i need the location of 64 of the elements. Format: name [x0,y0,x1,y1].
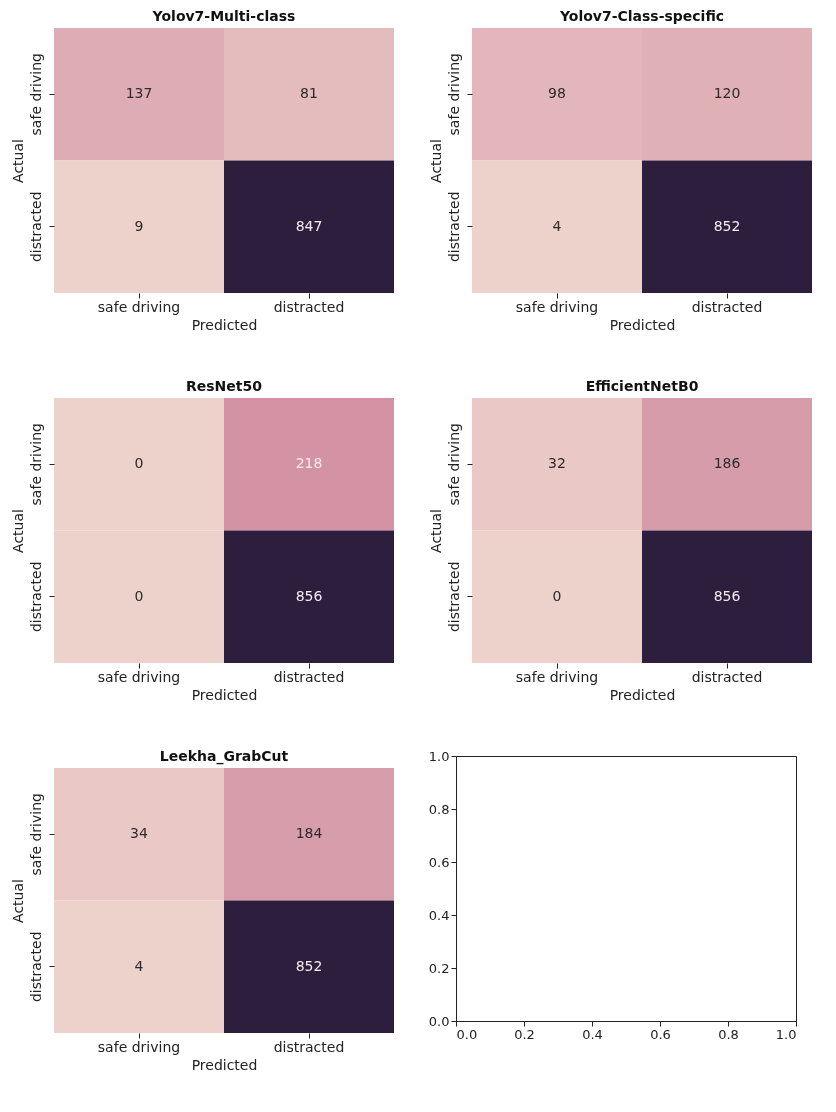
y-tick-label: 0.6 [428,854,450,870]
data-label: 852 [295,957,323,974]
y-tick-label: distracted [27,561,44,633]
chart-title: Yolov7-Class-specific [558,8,725,24]
y-tick-label: 0.8 [428,801,450,817]
data-label: 184 [295,825,323,842]
y-tick-label: distracted [445,191,462,263]
data-label: 9 [134,217,144,234]
x-tick-label: distracted [691,298,763,315]
data-label: 0 [552,587,562,604]
y-tick-label: safe driving [27,423,44,506]
y-tick-label: 0.4 [428,907,450,923]
x-tick-label: safe driving [97,668,181,685]
chart-title: Yolov7-Multi-class [151,8,296,24]
x-tick-label: safe driving [515,298,599,315]
data-label: 4 [552,217,562,234]
data-label: 4 [134,957,144,974]
chart-title: Leekha_GrabCut [159,748,289,765]
y-tick-label: distracted [27,191,44,263]
data-label: 856 [295,587,323,604]
y-tick-label: 0.2 [428,960,450,976]
y-tick-label: safe driving [27,793,44,876]
y-tick-label: 1.0 [428,748,450,764]
x-axis-title: Predicted [609,316,676,333]
x-tick-label: 1.0 [775,1026,797,1042]
x-tick-label: 0.6 [650,1026,671,1042]
y-tick-label: safe driving [445,423,462,506]
y-tick-label: safe driving [445,53,462,136]
x-axis-title: Predicted [609,686,676,703]
y-tick-label: 0.0 [428,1013,450,1029]
data-label: 98 [548,85,566,102]
data-label: 0 [134,587,144,604]
x-tick-label: distracted [273,668,345,685]
y-axis-title: Actual [9,879,26,923]
x-tick-label: 0.2 [514,1026,535,1042]
data-label: 856 [713,587,741,604]
x-tick-label: 0.8 [718,1026,739,1042]
data-label: 0 [134,455,144,472]
data-label: 852 [713,217,741,234]
chart-title: ResNet50 [186,378,263,394]
data-label: 81 [300,85,318,102]
x-tick-label: distracted [273,298,345,315]
x-tick-label: 0.0 [456,1026,478,1042]
x-axis-title: Predicted [191,1056,258,1073]
y-axis-title: Actual [9,509,26,553]
data-label: 847 [295,217,323,234]
y-axis-title: Actual [427,139,444,183]
x-tick-label: safe driving [515,668,599,685]
data-label: 137 [125,85,153,102]
x-tick-label: 0.4 [582,1026,603,1042]
data-label: 218 [295,455,323,472]
data-label: 34 [130,825,148,842]
y-axis-title: Actual [427,509,444,553]
data-label: 32 [548,455,566,472]
y-axis-title: Actual [9,139,26,183]
y-tick-label: safe driving [27,53,44,136]
x-tick-label: safe driving [97,298,181,315]
data-label: 186 [713,455,741,472]
x-axis-title: Predicted [191,316,258,333]
x-axis-title: Predicted [191,686,258,703]
y-tick-label: distracted [445,561,462,633]
data-label: 120 [713,85,741,102]
chart-title: EfficientNetB0 [585,378,699,394]
x-tick-label: distracted [691,668,763,685]
